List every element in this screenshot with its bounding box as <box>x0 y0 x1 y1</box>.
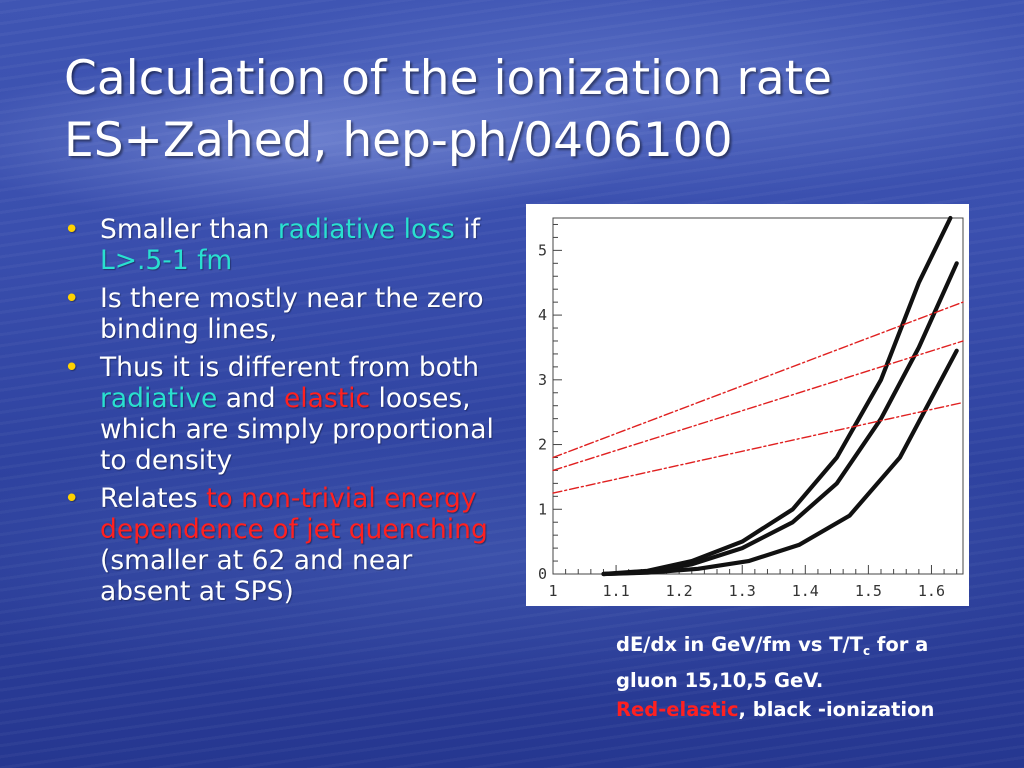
bullet-text-segment: Is there mostly near the zero binding li… <box>100 283 484 345</box>
bullet-item: • Thus it is different from both radiati… <box>62 352 502 476</box>
bullet-dot-icon: • <box>64 484 80 514</box>
ionization-loss-line <box>601 348 959 577</box>
bullet-dot-icon: • <box>64 215 80 245</box>
bullet-text-segment: and <box>217 383 284 414</box>
bullet-text-highlight: to non-trivial energy dependence of jet … <box>100 483 488 545</box>
y-tick-label: 4 <box>538 306 547 324</box>
bullet-text-highlight: elastic <box>284 383 371 414</box>
title-line-1: Calculation of the ionization rate <box>64 51 833 106</box>
y-tick-label: 1 <box>538 500 547 518</box>
elastic-loss-line <box>552 301 964 459</box>
caption-black-label: , black -ionization <box>738 698 935 721</box>
bullet-item: • Is there mostly near the zero binding … <box>62 283 502 345</box>
bullet-text-segment: looses, which are simply proportional to… <box>100 383 494 476</box>
bullet-text-segment: Thus it is different from both <box>100 352 480 383</box>
bullet-text-segment: (smaller at 62 and near absent at SPS) <box>100 545 413 607</box>
bullet-text-highlight: L>.5-1 fm <box>100 245 233 276</box>
slide-title: Calculation of the ionization rate ES+Za… <box>64 48 964 172</box>
x-tick-label: 1.2 <box>666 582 693 600</box>
caption-line-1-text: dE/dx in GeV/fm vs T/T <box>616 633 863 656</box>
bullet-item: • Relates to non-trivial energy dependen… <box>62 483 502 607</box>
x-tick-label: 1.1 <box>603 582 630 600</box>
caption-line-1-tail: for a <box>870 633 929 656</box>
y-tick-label: 2 <box>538 436 547 454</box>
caption-line-2: gluon 15,10,5 GeV. <box>616 669 824 692</box>
y-tick-label: 0 <box>538 565 547 583</box>
x-tick-label: 1.6 <box>918 582 945 600</box>
bullet-list: • Smaller than radiative loss if L>.5-1 … <box>62 214 502 614</box>
x-tick-label: 1 <box>548 582 557 600</box>
bullet-item: • Smaller than radiative loss if L>.5-1 … <box>62 214 502 276</box>
title-line-2: ES+Zahed, hep-ph/0406100 <box>64 113 733 168</box>
bullet-text-segment: Relates <box>100 483 207 514</box>
y-tick-label: 3 <box>538 371 547 389</box>
y-tick-label: 5 <box>538 241 547 259</box>
elastic-loss-line <box>552 401 964 494</box>
chart-panel: 1 1.1 1.2 1.3 1.4 1.5 1.6 0 1 2 3 4 5 <box>526 204 969 606</box>
caption-red-label: Red-elastic <box>616 698 739 721</box>
x-tick-label: 1.3 <box>729 582 756 600</box>
caption-line-1: dE/dx in GeV/fm vs T/Tc for a <box>616 630 1016 666</box>
ionization-loss-line <box>601 215 953 577</box>
caption-subscript: c <box>862 644 871 658</box>
x-tick-label: 1.5 <box>855 582 882 600</box>
bullet-dot-icon: • <box>64 284 80 314</box>
bullet-text-segment: Smaller than <box>100 214 278 245</box>
x-tick-label: 1.4 <box>792 582 819 600</box>
bullet-text-highlight: radiative <box>100 383 218 414</box>
bullet-text-highlight: radiative loss <box>277 214 455 245</box>
bullet-dot-icon: • <box>64 353 80 383</box>
caption-line-3: Red-elastic, black -ionization <box>616 695 1016 724</box>
plot-frame <box>552 217 964 575</box>
elastic-loss-line <box>552 340 964 472</box>
bullet-text-segment: if <box>454 214 480 245</box>
figure-caption: dE/dx in GeV/fm vs T/Tc for a gluon 15,1… <box>616 630 1016 724</box>
